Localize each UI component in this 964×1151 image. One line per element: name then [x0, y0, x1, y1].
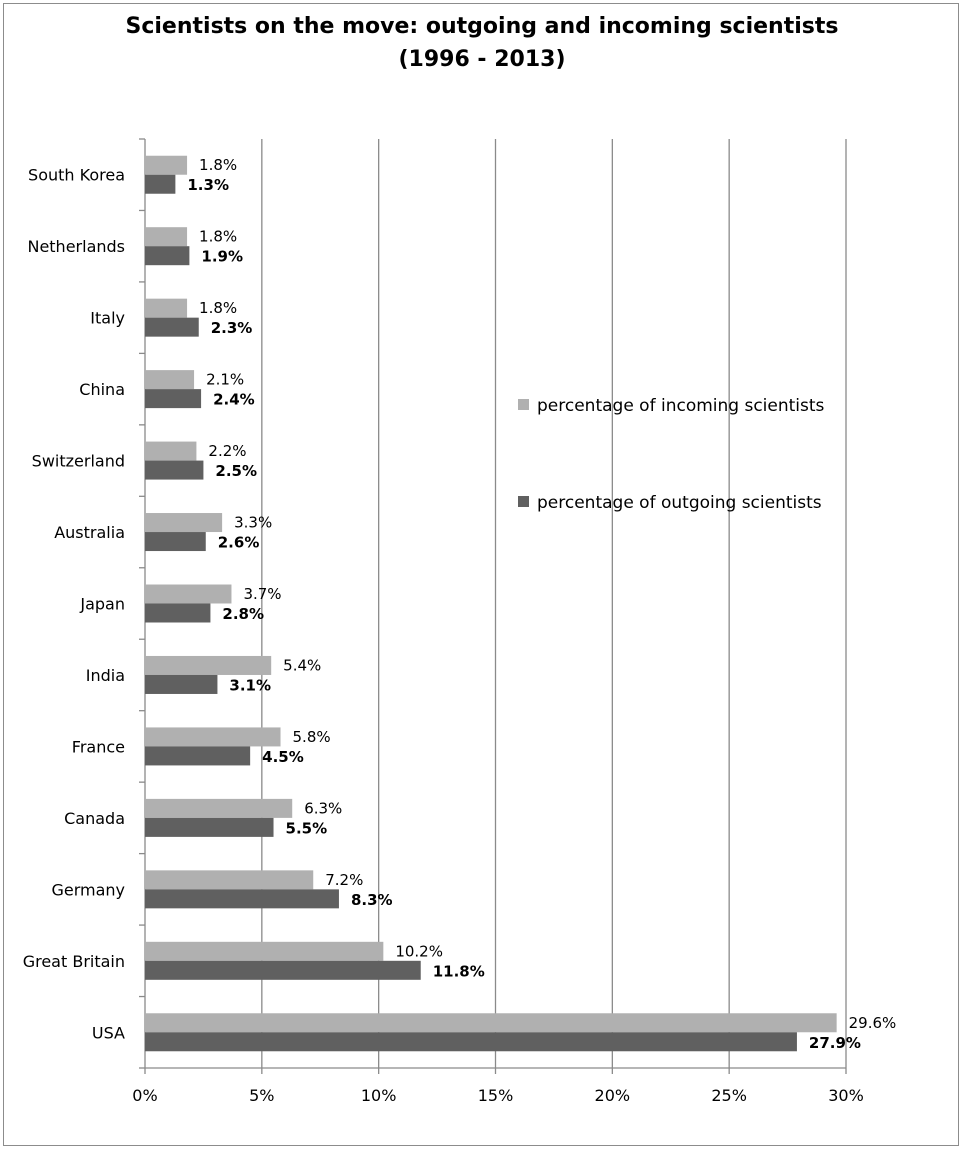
- label-incoming-Japan: 3.7%: [243, 585, 281, 603]
- label-outgoing-Netherlands: 1.9%: [201, 248, 243, 266]
- label-outgoing-Canada: 5.5%: [286, 819, 328, 837]
- x-tick-label-5%: 5%: [249, 1086, 274, 1105]
- legend-swatch-outgoing: [518, 496, 529, 507]
- bar-incoming-Italy: [145, 298, 188, 318]
- label-incoming-Germany: 7.2%: [325, 871, 363, 889]
- chart-title: Scientists on the move: outgoing and inc…: [0, 10, 964, 76]
- label-incoming-Italy: 1.8%: [199, 299, 237, 317]
- category-label-Great Britain: Great Britain: [23, 952, 125, 971]
- label-outgoing-Australia: 2.6%: [218, 534, 260, 552]
- bar-incoming-Switzerland: [145, 441, 197, 461]
- label-outgoing-South Korea: 1.3%: [187, 176, 229, 194]
- bar-outgoing-Canada: [145, 817, 274, 837]
- label-incoming-Australia: 3.3%: [234, 514, 272, 532]
- label-outgoing-Switzerland: 2.5%: [215, 462, 257, 480]
- label-outgoing-USA: 27.9%: [809, 1034, 861, 1052]
- category-label-China: China: [79, 380, 125, 399]
- category-label-USA: USA: [92, 1023, 125, 1042]
- bar-incoming-France: [145, 727, 281, 747]
- legend-swatch-incoming: [518, 399, 529, 410]
- bar-outgoing-Japan: [145, 603, 211, 623]
- data-labels: 1.8% 1.3% 1.8% 1.9% 1.8% 2.3% 2.1% 2.4% 2.2% 2.5%…: [187, 156, 896, 1052]
- x-tick-label-10%: 10%: [361, 1086, 397, 1105]
- bar-outgoing-India: [145, 674, 218, 694]
- label-incoming-France: 5.8%: [293, 728, 331, 746]
- bar-outgoing-Great Britain: [145, 960, 421, 980]
- label-incoming-China: 2.1%: [206, 371, 244, 389]
- gridlines: [139, 138, 847, 1074]
- bar-incoming-Germany: [145, 870, 314, 890]
- label-incoming-South Korea: 1.8%: [199, 156, 237, 174]
- legend-label-incoming: percentage of incoming scientists: [537, 396, 825, 416]
- legend: percentage of incoming scientists percent…: [518, 396, 825, 513]
- bar-incoming-India: [145, 655, 272, 675]
- label-outgoing-Germany: 8.3%: [351, 891, 393, 909]
- category-label-Switzerland: Switzerland: [32, 452, 125, 471]
- bar-outgoing-France: [145, 746, 251, 766]
- label-incoming-Netherlands: 1.8%: [199, 228, 237, 246]
- bar-outgoing-Switzerland: [145, 460, 204, 480]
- category-label-Canada: Canada: [64, 809, 125, 828]
- bar-incoming-South Korea: [145, 155, 188, 175]
- label-incoming-Switzerland: 2.2%: [208, 442, 246, 460]
- chart-title-line-2: (1996 - 2013): [398, 47, 566, 72]
- category-label-Italy: Italy: [90, 309, 125, 328]
- bar-outgoing-Germany: [145, 889, 339, 909]
- category-label-Netherlands: Netherlands: [27, 237, 125, 256]
- x-tick-label-20%: 20%: [595, 1086, 631, 1105]
- category-label-Australia: Australia: [54, 523, 125, 542]
- chart-title-line-1: Scientists on the move: outgoing and inc…: [125, 14, 839, 39]
- category-label-France: France: [72, 737, 125, 756]
- x-tick-label-0%: 0%: [132, 1086, 157, 1105]
- x-tick-label-15%: 15%: [478, 1086, 514, 1105]
- label-outgoing-Japan: 2.8%: [222, 605, 264, 623]
- bar-incoming-Canada: [145, 798, 293, 818]
- label-incoming-USA: 29.6%: [849, 1014, 897, 1032]
- bar-incoming-Japan: [145, 584, 232, 604]
- bar-incoming-USA: [145, 1013, 837, 1033]
- category-label-South Korea: South Korea: [28, 166, 125, 185]
- label-outgoing-France: 4.5%: [262, 748, 304, 766]
- bar-outgoing-South Korea: [145, 174, 176, 194]
- bars: [145, 155, 837, 1052]
- bar-outgoing-Italy: [145, 317, 199, 337]
- label-outgoing-Italy: 2.3%: [211, 319, 253, 337]
- category-label-Germany: Germany: [51, 880, 125, 899]
- label-outgoing-China: 2.4%: [213, 391, 255, 409]
- category-label-Japan: Japan: [79, 595, 125, 614]
- label-incoming-Canada: 6.3%: [304, 799, 342, 817]
- category-label-India: India: [86, 666, 125, 685]
- label-incoming-India: 5.4%: [283, 656, 321, 674]
- legend-label-outgoing: percentage of outgoing scientists: [537, 493, 822, 513]
- bar-incoming-China: [145, 370, 195, 390]
- label-outgoing-India: 3.1%: [229, 676, 271, 694]
- category-labels: South Korea Netherlands Italy China Switzerl…: [23, 166, 125, 1043]
- x-tick-labels: 0% 5% 10% 15% 20% 25% 30%: [132, 1086, 863, 1105]
- label-outgoing-Great Britain: 11.8%: [433, 962, 485, 980]
- bar-incoming-Netherlands: [145, 227, 188, 247]
- bar-outgoing-China: [145, 389, 202, 409]
- label-incoming-Great Britain: 10.2%: [395, 942, 443, 960]
- bar-outgoing-USA: [145, 1032, 797, 1052]
- x-tick-label-25%: 25%: [711, 1086, 747, 1105]
- bar-incoming-Australia: [145, 513, 223, 533]
- x-tick-label-30%: 30%: [828, 1086, 864, 1105]
- bar-outgoing-Australia: [145, 532, 206, 552]
- bar-incoming-Great Britain: [145, 941, 384, 961]
- bar-outgoing-Netherlands: [145, 246, 190, 266]
